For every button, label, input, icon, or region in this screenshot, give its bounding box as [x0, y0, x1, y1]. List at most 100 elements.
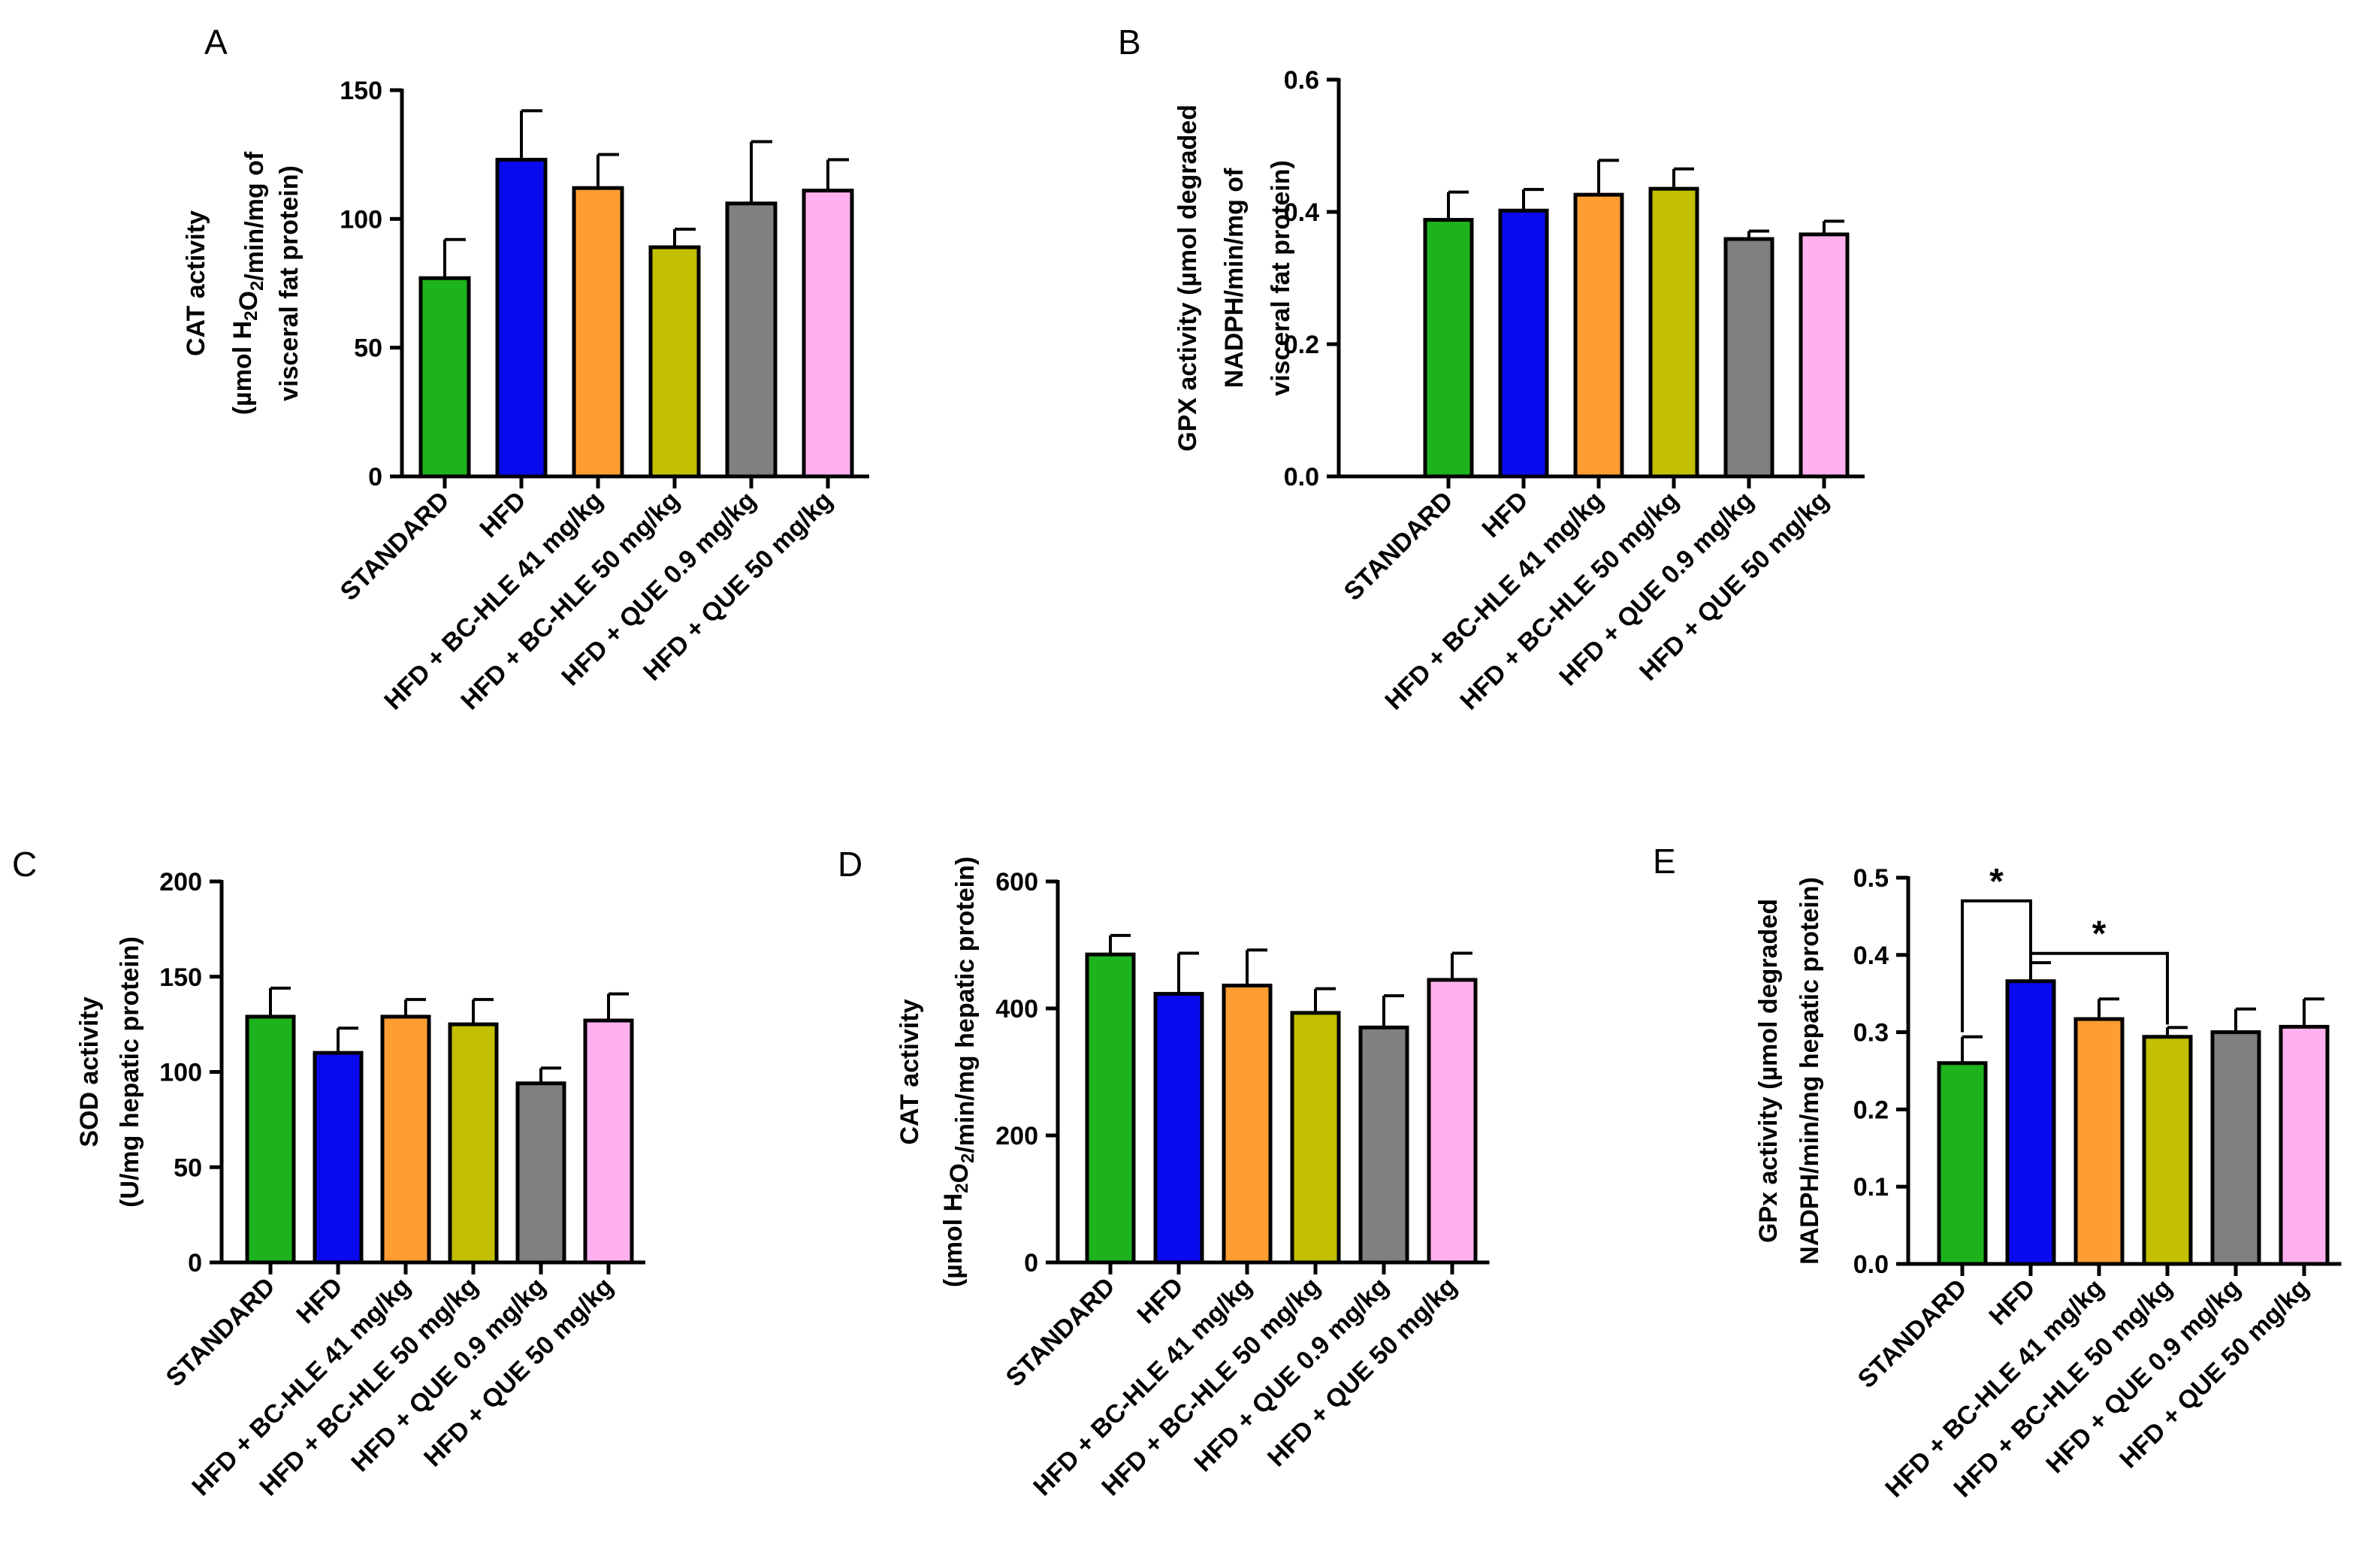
y-tick-label-e-2: 0.2	[1853, 1096, 1889, 1124]
error-bar-c-5	[539, 1066, 561, 1084]
y-axis-label-e-line-2: NADPH/min/mg hepatic protein)	[1796, 877, 1824, 1265]
x-category-label-c-2: HFD	[291, 1272, 348, 1329]
y-tick-label-d-2: 400	[995, 995, 1038, 1023]
x-category-label-e-1: STANDARD	[1853, 1274, 1973, 1394]
panel-letter-d: D	[838, 845, 862, 884]
bar-d-1	[1085, 952, 1136, 1265]
bar-d-2	[1153, 992, 1204, 1265]
bar-a-4	[648, 245, 701, 479]
y-tick-label-a-3: 150	[340, 77, 382, 105]
bar-e-2	[2005, 979, 2056, 1266]
y-tick-label-c-2: 100	[159, 1059, 202, 1087]
bar-c-1	[245, 1014, 296, 1265]
y-axis-label-c-line-2: (U/mg hepatic protein)	[116, 936, 144, 1208]
y-axis-label-e-line-1: GPx activity (µmol degraded	[1754, 899, 1783, 1243]
bar-b-5	[1723, 237, 1774, 479]
y-tick-label-e-1: 0.1	[1853, 1173, 1889, 1202]
error-bar-e-3	[2098, 997, 2119, 1020]
error-bar-d-6	[1451, 951, 1472, 980]
bar-a-1	[418, 276, 471, 479]
significance-bracket-e-2: *	[2029, 915, 2169, 1025]
x-category-label-a-2: HFD	[474, 486, 531, 543]
y-tick-label-b-3: 0.6	[1284, 66, 1319, 95]
panel-letter-a: A	[204, 23, 228, 62]
bar-b-2	[1498, 208, 1549, 479]
panel-letter-e: E	[1653, 842, 1676, 881]
error-bar-d-2	[1177, 951, 1199, 994]
bar-b-1	[1423, 218, 1474, 479]
error-bar-b-3	[1597, 159, 1619, 195]
bar-a-5	[725, 201, 778, 479]
y-tick-label-e-4: 0.4	[1853, 942, 1889, 970]
bar-c-3	[380, 1014, 431, 1265]
y-tick-label-e-5: 0.5	[1853, 864, 1889, 893]
bar-d-6	[1427, 978, 1478, 1265]
x-category-label-d-1: STANDARD	[1001, 1272, 1121, 1392]
panel-letter-c: C	[12, 845, 37, 884]
x-category-label-e-2: HFD	[1983, 1274, 2040, 1331]
error-bar-e-5	[2234, 1007, 2256, 1032]
bar-c-5	[515, 1081, 566, 1265]
error-bar-b-2	[1522, 188, 1544, 211]
error-bar-d-4	[1314, 987, 1336, 1013]
x-category-label-a-1: STANDARD	[335, 486, 455, 606]
error-bar-d-3	[1246, 948, 1267, 986]
y-axis-label-a-line-1: CAT activity	[182, 210, 210, 356]
x-category-label-c-1: STANDARD	[161, 1272, 281, 1392]
bar-c-4	[448, 1022, 499, 1265]
y-tick-label-c-4: 200	[159, 868, 202, 896]
bar-d-4	[1290, 1011, 1341, 1265]
y-tick-label-c-0: 0	[188, 1249, 202, 1277]
bar-a-3	[572, 186, 624, 479]
y-tick-label-b-2: 0.4	[1284, 198, 1319, 227]
panel-letter-b: B	[1118, 23, 1141, 62]
y-axis-label-b-line-1: GPX activity (µmol degraded	[1173, 104, 1202, 452]
y-axis-label-a-line-3: visceral fat protein)	[275, 165, 304, 401]
bar-e-1	[1937, 1061, 1988, 1266]
y-tick-label-d-0: 0	[1024, 1249, 1038, 1277]
error-bar-c-6	[607, 992, 629, 1021]
error-bar-e-2	[2029, 961, 2051, 981]
bar-e-3	[2073, 1017, 2125, 1266]
error-bar-c-1	[269, 986, 291, 1017]
error-bar-d-5	[1382, 994, 1404, 1028]
significance-bracket-e-1: *	[1961, 862, 2032, 1032]
bar-a-2	[495, 158, 548, 479]
x-category-label-d-2: HFD	[1131, 1272, 1188, 1329]
significance-star-e-2: *	[2092, 915, 2107, 954]
bar-c-6	[583, 1018, 634, 1265]
y-tick-label-d-3: 600	[995, 868, 1038, 896]
y-tick-label-c-1: 50	[174, 1153, 202, 1182]
y-axis-label-d-line-2: (µmol H2O2/min/mg hepatic protein)	[939, 857, 980, 1287]
bar-a-6	[802, 189, 854, 479]
y-tick-label-b-0: 0.0	[1284, 463, 1319, 491]
y-tick-label-c-3: 150	[159, 963, 202, 992]
bar-e-4	[2142, 1035, 2193, 1266]
bar-e-6	[2279, 1024, 2330, 1266]
error-bar-e-6	[2303, 997, 2324, 1027]
y-tick-label-e-3: 0.3	[1853, 1019, 1889, 1048]
y-tick-label-a-1: 50	[354, 334, 382, 363]
y-tick-label-d-1: 200	[995, 1122, 1038, 1150]
y-axis-label-b-line-3: visceral fat protein)	[1267, 160, 1295, 396]
error-bar-b-1	[1447, 190, 1469, 220]
error-bar-c-4	[472, 998, 494, 1025]
error-bar-a-3	[597, 153, 619, 189]
y-axis-label-c-line-1: SOD activity	[75, 996, 104, 1147]
significance-star-e-1: *	[1989, 862, 2004, 902]
error-bar-a-1	[443, 237, 466, 279]
error-bar-c-3	[404, 998, 426, 1017]
y-tick-label-a-2: 100	[340, 205, 382, 234]
bar-d-5	[1358, 1025, 1409, 1265]
error-bar-a-4	[673, 228, 696, 248]
bar-c-2	[313, 1051, 364, 1265]
y-axis-label-b-line-2: NADPH/min/mg of	[1220, 168, 1249, 388]
bar-d-3	[1222, 984, 1273, 1265]
error-bar-e-1	[1961, 1035, 1983, 1063]
y-tick-label-e-0: 0.0	[1853, 1250, 1889, 1279]
